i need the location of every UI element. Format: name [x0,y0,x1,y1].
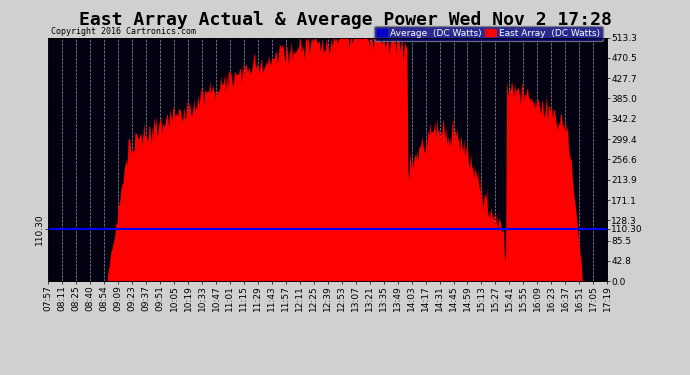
Legend: Average  (DC Watts), East Array  (DC Watts): Average (DC Watts), East Array (DC Watts… [374,26,602,40]
Text: Copyright 2016 Cartronics.com: Copyright 2016 Cartronics.com [51,27,196,36]
Text: East Array Actual & Average Power Wed Nov 2 17:28: East Array Actual & Average Power Wed No… [79,11,611,29]
